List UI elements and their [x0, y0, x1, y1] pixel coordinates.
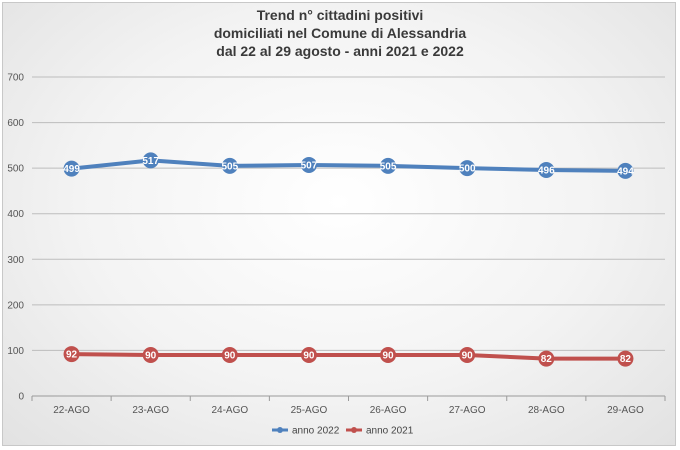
- x-tick-label: 23-AGO: [132, 405, 169, 416]
- data-point-anno-2022: [459, 160, 476, 177]
- data-label-anno-2022: 517: [142, 156, 159, 167]
- data-point-anno-2021: [221, 346, 238, 363]
- legend-marker-anno-2021: [351, 427, 357, 433]
- y-tick-label: 400: [7, 209, 24, 220]
- legend-marker-anno-2022: [277, 427, 283, 433]
- chart-title-line-2: domiciliati nel Comune di Alessandria: [213, 25, 467, 41]
- data-point-anno-2022: [538, 161, 555, 178]
- data-label-anno-2022: 505: [380, 161, 397, 172]
- chart-title-line-1: Trend n° cittadini positivi: [256, 7, 424, 23]
- x-tick-label: 28-AGO: [528, 405, 565, 416]
- data-label-anno-2021: 92: [66, 350, 78, 361]
- chart-frame: [2, 2, 676, 446]
- y-tick-label: 300: [7, 255, 24, 266]
- y-tick-label: 700: [7, 73, 24, 84]
- legend-label-anno-2021: anno 2021: [366, 426, 414, 437]
- data-label-anno-2022: 494: [617, 166, 634, 177]
- data-label-anno-2021: 82: [620, 354, 632, 365]
- x-tick-label: 27-AGO: [449, 405, 486, 416]
- x-tick-label: 26-AGO: [370, 405, 407, 416]
- x-tick-label: 24-AGO: [211, 405, 248, 416]
- y-tick-label: 100: [7, 346, 24, 357]
- data-point-anno-2021: [142, 346, 159, 363]
- data-label-anno-2021: 90: [145, 350, 157, 361]
- data-point-anno-2022: [380, 157, 397, 174]
- x-tick-label: 25-AGO: [291, 405, 328, 416]
- legend-label-anno-2022: anno 2022: [292, 426, 340, 437]
- data-point-anno-2022: [142, 152, 159, 169]
- y-tick-label: 0: [18, 392, 24, 403]
- data-label-anno-2022: 505: [221, 161, 238, 172]
- data-point-anno-2021: [538, 350, 555, 367]
- chart-title-line-3: dal 22 al 29 agosto - anni 2021 e 2022: [216, 43, 464, 59]
- y-tick-label: 600: [7, 118, 24, 129]
- x-tick-label: 29-AGO: [607, 405, 644, 416]
- data-point-anno-2021: [300, 346, 317, 363]
- x-tick-label: 22-AGO: [53, 405, 90, 416]
- data-label-anno-2021: 90: [383, 350, 395, 361]
- data-point-anno-2021: [617, 350, 634, 367]
- y-tick-label: 500: [7, 164, 24, 175]
- data-label-anno-2021: 90: [303, 350, 315, 361]
- data-label-anno-2021: 82: [541, 354, 553, 365]
- series-line-anno-2021: [69, 352, 628, 361]
- data-point-anno-2022: [63, 160, 80, 177]
- data-label-anno-2021: 90: [224, 350, 236, 361]
- data-point-anno-2021: [380, 346, 397, 363]
- data-label-anno-2022: 500: [459, 164, 476, 175]
- data-label-anno-2022: 496: [538, 165, 555, 176]
- data-point-anno-2021: [63, 346, 80, 363]
- data-label-anno-2022: 507: [301, 160, 318, 171]
- data-point-anno-2022: [300, 156, 317, 173]
- chart-title: Trend n° cittadini positivi domiciliati …: [0, 6, 680, 60]
- data-point-anno-2022: [221, 157, 238, 174]
- series-line-anno-2022: [69, 158, 628, 173]
- data-point-anno-2022: [617, 162, 634, 179]
- data-label-anno-2022: 499: [63, 164, 80, 175]
- y-tick-label: 200: [7, 300, 24, 311]
- data-label-anno-2021: 90: [462, 350, 474, 361]
- data-point-anno-2021: [459, 346, 476, 363]
